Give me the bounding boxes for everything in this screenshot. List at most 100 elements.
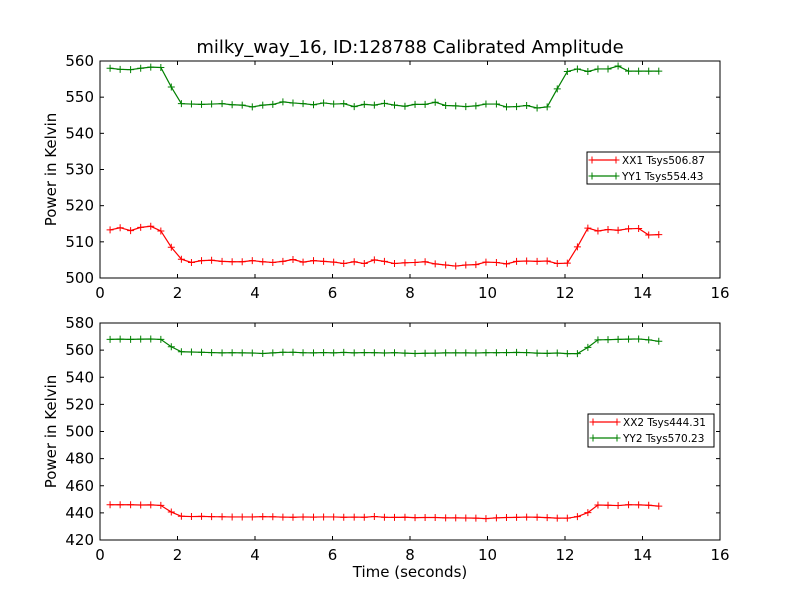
data-point xyxy=(106,501,114,509)
data-point xyxy=(594,501,602,509)
data-point xyxy=(401,513,409,521)
data-point xyxy=(330,100,338,108)
data-point xyxy=(513,348,521,356)
data-point xyxy=(543,514,551,522)
data-point xyxy=(157,335,165,343)
x-tick-label: 6 xyxy=(328,284,338,302)
data-point xyxy=(299,513,307,521)
data-point xyxy=(289,513,297,521)
data-point xyxy=(482,100,490,108)
data-point xyxy=(543,257,551,265)
data-point xyxy=(370,256,378,264)
data-point xyxy=(157,227,165,235)
data-point xyxy=(523,513,531,521)
data-point xyxy=(553,349,561,357)
data-point xyxy=(116,501,124,509)
data-point xyxy=(116,65,124,73)
data-point xyxy=(330,513,338,521)
y-axis-label: Power in Kelvin xyxy=(42,113,60,227)
data-point xyxy=(411,258,419,266)
data-point xyxy=(655,337,663,345)
legend-marker xyxy=(588,156,620,164)
data-point xyxy=(238,101,246,109)
data-point xyxy=(614,335,622,343)
data-point xyxy=(350,103,358,111)
data-point xyxy=(360,260,368,268)
x-tick-label: 2 xyxy=(173,546,183,564)
data-point xyxy=(127,66,135,74)
data-point xyxy=(380,257,388,265)
data-point xyxy=(370,513,378,521)
data-point xyxy=(137,64,145,72)
data-point xyxy=(228,101,236,109)
legend-label: XX1 Tsys506.87 xyxy=(622,155,705,167)
x-axis-label: Time (seconds) xyxy=(352,563,468,581)
data-point xyxy=(198,512,206,520)
bottom-chart: 0 2 4 6 8 10 12 14 16 420 440 460 480 500 520 540 560 580… xyxy=(42,314,730,581)
data-point xyxy=(289,348,297,356)
data-point xyxy=(228,513,236,521)
data-point xyxy=(310,101,318,109)
data-point xyxy=(431,349,439,357)
x-tick-label: 8 xyxy=(405,284,415,302)
data-point xyxy=(513,513,521,521)
data-point xyxy=(370,101,378,109)
data-point xyxy=(340,100,348,108)
data-point xyxy=(350,349,358,357)
data-point xyxy=(340,513,348,521)
data-point xyxy=(411,350,419,358)
data-point xyxy=(625,67,633,75)
data-point xyxy=(472,261,480,269)
data-point xyxy=(259,350,267,358)
data-point xyxy=(635,501,643,509)
data-point xyxy=(147,222,155,230)
data-point xyxy=(208,349,216,357)
data-point xyxy=(269,258,277,266)
data-point xyxy=(320,257,328,265)
data-point xyxy=(502,260,510,268)
data-point xyxy=(452,514,460,522)
data-point xyxy=(462,349,470,357)
data-point xyxy=(442,349,450,357)
data-point xyxy=(259,513,267,521)
x-tick-label: 14 xyxy=(633,546,652,564)
data-point xyxy=(248,103,256,111)
data-point xyxy=(238,349,246,357)
data-point xyxy=(218,513,226,521)
y-tick-label: 560 xyxy=(65,341,94,359)
data-point xyxy=(533,257,541,265)
legend-box xyxy=(586,151,721,185)
data-point xyxy=(198,348,206,356)
y-tick-label: 440 xyxy=(65,504,94,522)
data-point xyxy=(157,501,165,509)
data-point xyxy=(127,227,135,235)
data-point xyxy=(401,102,409,110)
data-point xyxy=(127,501,135,509)
data-point xyxy=(279,98,287,106)
y-tick-label: 580 xyxy=(65,314,94,332)
x-tick-label: 12 xyxy=(555,546,574,564)
data-point xyxy=(645,501,653,509)
data-point xyxy=(533,513,541,521)
data-point xyxy=(594,336,602,344)
data-point xyxy=(472,102,480,110)
data-point xyxy=(116,335,124,343)
data-point xyxy=(177,512,185,520)
data-point xyxy=(360,349,368,357)
data-point xyxy=(269,513,277,521)
data-point xyxy=(513,257,521,265)
x-tick-label: 16 xyxy=(710,284,729,302)
data-point xyxy=(198,100,206,108)
y-tick-label: 550 xyxy=(65,88,94,106)
data-point xyxy=(167,508,175,516)
data-point xyxy=(380,349,388,357)
data-point xyxy=(421,258,429,266)
data-point xyxy=(553,514,561,522)
data-point xyxy=(604,226,612,234)
data-point xyxy=(147,501,155,509)
x-tick-label: 14 xyxy=(633,284,652,302)
data-point xyxy=(573,513,581,521)
data-point xyxy=(563,259,571,267)
legend-label: YY1 Tsys554.43 xyxy=(621,171,703,183)
data-point xyxy=(177,100,185,108)
